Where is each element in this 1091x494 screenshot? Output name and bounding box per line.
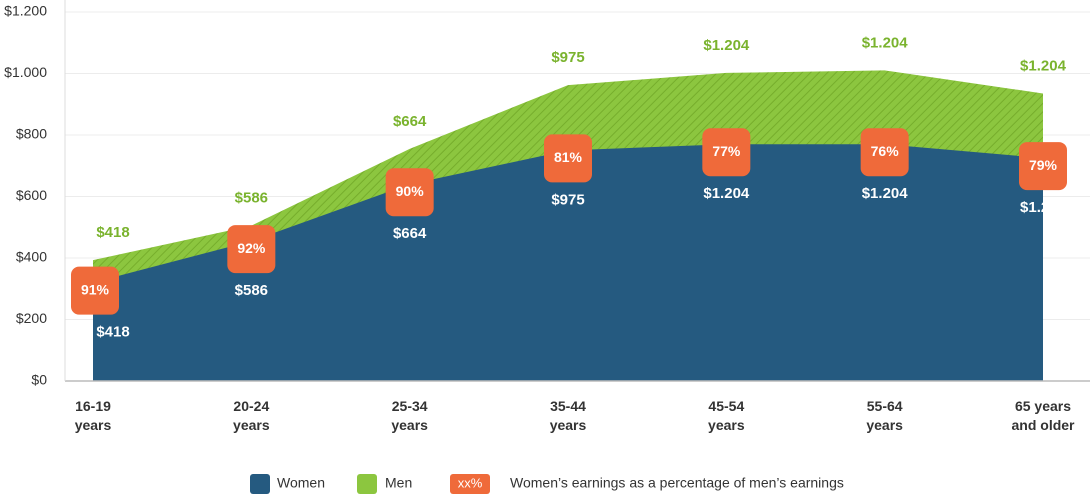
ratio-label: 92%: [237, 240, 266, 256]
ratio-label: 79%: [1029, 157, 1058, 173]
x-tick-label: 25-34 years: [391, 398, 428, 433]
men-value-label: $975: [551, 49, 584, 66]
ratio-label: 90%: [396, 183, 425, 199]
ratio-badge: [860, 128, 909, 177]
x-tick-label: 16-19 years: [74, 398, 112, 433]
y-tick-label: $1.000: [4, 64, 47, 80]
legend-label: Women’s earnings as a percentage of men’…: [510, 475, 844, 491]
men-value-label: $418: [96, 224, 129, 241]
women-value-label: $1.204: [1020, 199, 1067, 216]
y-tick-label: $800: [16, 126, 47, 142]
ratio-badge: [227, 225, 276, 274]
men-value-label: $586: [235, 190, 268, 207]
y-tick-label: $200: [16, 310, 47, 326]
ratio-badge: [702, 128, 751, 177]
ratio-badge: [385, 168, 434, 217]
ratio-badge: [1019, 142, 1067, 191]
x-tick-label: 45-54 years: [708, 398, 745, 433]
legend-swatch: [250, 474, 270, 494]
ratio-label: 91%: [81, 281, 110, 297]
ratio-badge: [71, 266, 119, 315]
legend-label: Men: [385, 475, 412, 491]
men-value-label: $1.204: [703, 37, 750, 54]
x-tick-label: 35-44 years: [549, 398, 587, 433]
men-value-label: $1.204: [1020, 57, 1067, 74]
y-tick-label: $600: [16, 187, 47, 203]
y-tick-label: $400: [16, 249, 47, 265]
ratio-badge: [544, 134, 592, 183]
women-value-label: $1.204: [703, 185, 750, 202]
legend-label: Women: [277, 475, 325, 491]
women-value-label: $586: [235, 282, 268, 299]
legend-swatch: [357, 474, 377, 494]
x-tick-label: 55-64 years: [866, 398, 903, 433]
y-tick-label: $0: [31, 372, 47, 388]
x-tick-label: 65 years and older: [1011, 398, 1075, 433]
women-value-label: $418: [96, 324, 129, 341]
y-tick-label: $1.200: [4, 3, 47, 19]
women-value-label: $1.204: [862, 185, 909, 202]
legend-sample: xx%: [458, 475, 483, 490]
women-value-label: $975: [551, 191, 584, 208]
ratio-label: 76%: [871, 143, 900, 159]
area: [93, 144, 1043, 381]
ratio-label: 77%: [712, 143, 741, 159]
men-value-label: $1.204: [862, 34, 909, 51]
x-tick-label: 20-24 years: [233, 398, 270, 433]
legend-swatch: [450, 474, 490, 494]
women-value-label: $664: [393, 225, 427, 242]
men-value-label: $664: [393, 113, 427, 130]
ratio-label: 81%: [554, 149, 583, 165]
